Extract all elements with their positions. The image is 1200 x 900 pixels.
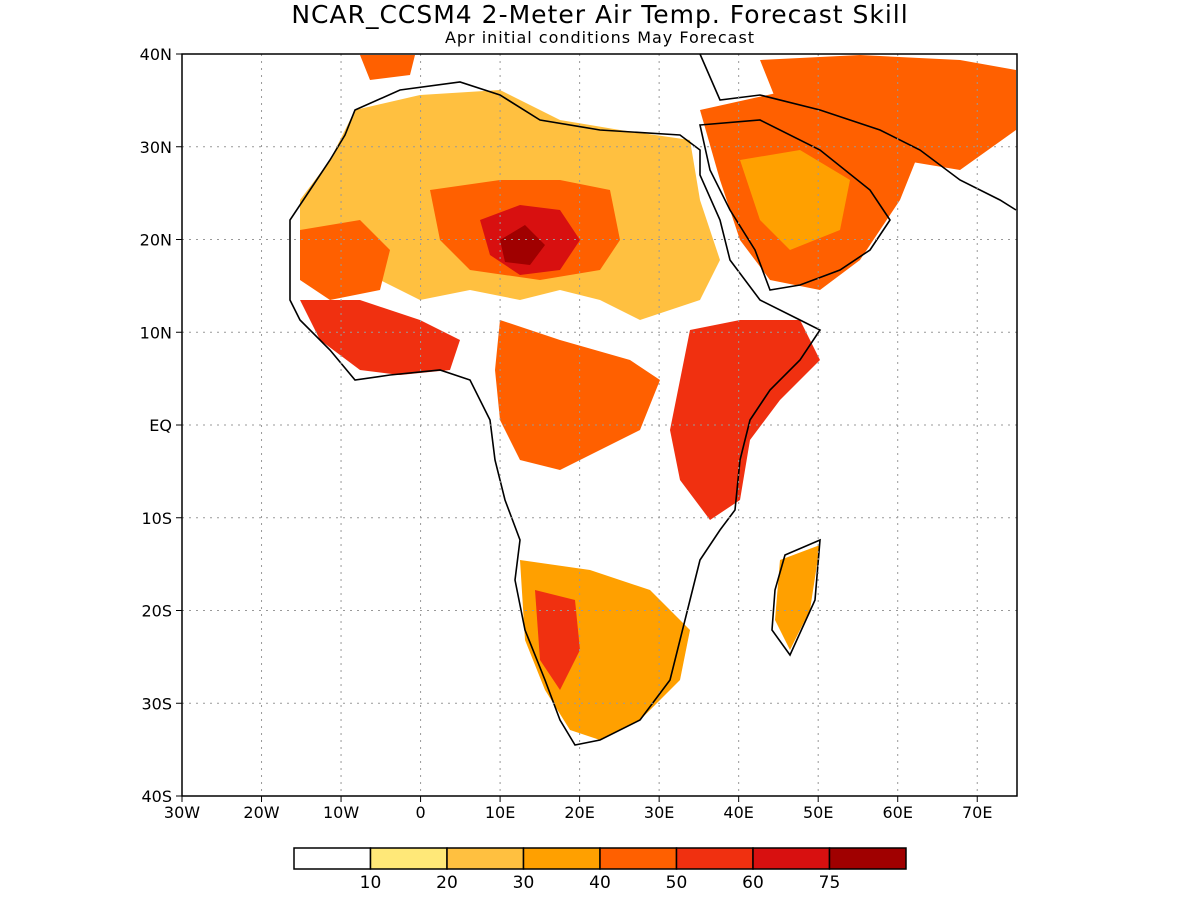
legend-label: 50 — [666, 873, 688, 893]
lon-tick-label: 10E — [485, 803, 515, 822]
map-title: NCAR_CCSM4 2-Meter Air Temp. Forecast Sk… — [291, 0, 909, 29]
lon-tick-label: 10W — [323, 803, 359, 822]
legend-swatch — [752, 847, 831, 870]
lat-tick-label: 20N — [140, 231, 172, 250]
skill-region-central-africa — [495, 320, 660, 470]
color-legend: 10 20 30 40 50 60 75 — [293, 847, 907, 893]
lon-tick-label: 20E — [564, 803, 594, 822]
map-grid — [176, 53, 1017, 802]
lon-tick-label: 50E — [803, 803, 833, 822]
lon-tick-label: 30W — [164, 803, 200, 822]
legend-swatch — [599, 847, 678, 870]
skill-region-east-africa — [670, 320, 820, 520]
lat-tick-label: 40S — [141, 787, 172, 806]
skill-region-namibia — [535, 590, 580, 690]
lat-tick-label: 20S — [141, 602, 172, 621]
legend-swatch — [369, 847, 448, 870]
legend-swatch — [446, 847, 525, 870]
skill-region-guinea-coast — [300, 300, 460, 375]
lon-tick-label: 60E — [882, 803, 912, 822]
legend-label: 10 — [360, 873, 382, 893]
skill-region-madagascar — [775, 545, 820, 650]
legend-label: 30 — [513, 873, 535, 893]
coastlines — [289, 54, 1017, 746]
lat-tick-label: 10S — [141, 509, 172, 528]
map-subtitle: Apr initial conditions May Forecast — [444, 28, 756, 47]
lon-tick-label: 0 — [415, 803, 425, 822]
arabia-coastline — [699, 119, 891, 291]
africa-coastline — [289, 81, 822, 746]
lat-tick-label: 30S — [141, 694, 172, 713]
plot-frame — [181, 53, 1018, 797]
skill-region-chad-peak — [500, 225, 545, 265]
lat-tick-label: EQ — [149, 416, 172, 435]
lat-tick-label: 10N — [140, 323, 172, 342]
lon-tick-label: 40E — [723, 803, 753, 822]
legend-swatch — [293, 847, 372, 870]
legend-swatch — [828, 847, 907, 870]
legend-label: 40 — [589, 873, 611, 893]
lat-axis: 40N 30N 20N 10N EQ 10S 20S 30S 40S — [140, 45, 172, 806]
lon-axis: 30W 20W 10W 0 10E 20E 30E 40E 50E 60E 70E — [164, 803, 993, 822]
skill-region-mediterranean — [360, 55, 415, 80]
madagascar-coastline — [771, 538, 821, 657]
legend-label: 75 — [819, 873, 841, 893]
skill-shading — [300, 55, 1016, 740]
legend-label: 20 — [436, 873, 458, 893]
skill-region-iran — [760, 55, 1016, 170]
lon-tick-label: 30E — [644, 803, 674, 822]
lon-tick-label: 70E — [962, 803, 992, 822]
legend-label: 60 — [742, 873, 764, 893]
lat-tick-label: 30N — [140, 138, 172, 157]
legend-swatch — [675, 847, 754, 870]
eurasia-coastline — [699, 54, 1017, 211]
legend-swatch — [522, 847, 601, 870]
lat-tick-label: 40N — [140, 45, 172, 64]
skill-region-arabia-inner — [740, 150, 850, 250]
lon-tick-label: 20W — [243, 803, 279, 822]
